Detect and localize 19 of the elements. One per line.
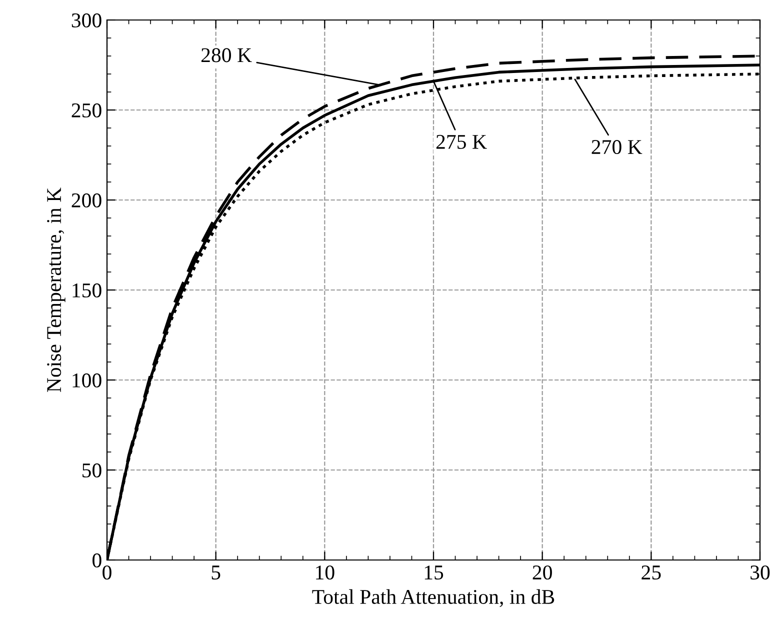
y-tick-label: 150 xyxy=(72,283,102,298)
x-tick-label: 10 xyxy=(316,565,334,580)
x-axis-title: Total Path Attenuation, in dB xyxy=(312,589,554,607)
x-tick-label: 5 xyxy=(212,566,220,580)
annotation: 275 K xyxy=(436,134,487,149)
x-tick-label: 20 xyxy=(532,565,552,580)
x-tick-label: 0 xyxy=(102,565,112,580)
annotation: 270 K xyxy=(592,140,642,154)
y-tick-label: 200 xyxy=(72,193,102,208)
x-tick-label: 30 xyxy=(750,565,770,580)
y-tick-label: 0 xyxy=(92,553,102,568)
x-tick-label: 15 xyxy=(424,566,444,580)
annotation: 280 K xyxy=(201,48,252,62)
y-tick-label: 100 xyxy=(72,373,102,388)
y-axis-title: Noise Temperature, in K xyxy=(47,188,66,392)
y-tick-label: 300 xyxy=(72,13,102,28)
x-tick-label: 25 xyxy=(642,566,661,580)
y-tick-label: 250 xyxy=(72,103,102,118)
y-tick-label: 50 xyxy=(82,463,102,478)
